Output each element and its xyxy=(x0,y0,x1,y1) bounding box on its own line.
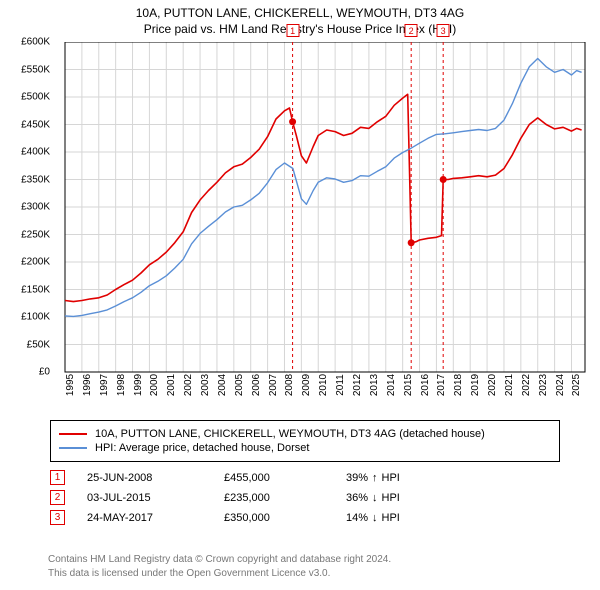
x-tick-label: 2025 xyxy=(571,374,582,396)
up-arrow-icon: ↑ xyxy=(372,472,378,484)
legend-label-hpi: HPI: Average price, detached house, Dors… xyxy=(95,442,309,454)
y-tick-label: £350K xyxy=(2,174,50,185)
x-tick-label: 2000 xyxy=(149,374,160,396)
x-tick-label: 2007 xyxy=(268,374,279,396)
x-tick-label: 2018 xyxy=(453,374,464,396)
x-tick-label: 2014 xyxy=(386,374,397,396)
x-tick-label: 2009 xyxy=(301,374,312,396)
down-arrow-icon: ↓ xyxy=(372,512,378,524)
y-tick-label: £150K xyxy=(2,284,50,295)
x-tick-label: 2005 xyxy=(234,374,245,396)
y-tick-label: £100K xyxy=(2,312,50,323)
x-tick-label: 1997 xyxy=(99,374,110,396)
y-tick-label: £500K xyxy=(2,92,50,103)
event-date-3: 24-MAY-2017 xyxy=(87,512,202,524)
chart-subtitle: Price paid vs. HM Land Registry's House … xyxy=(0,22,600,36)
y-tick-label: £50K xyxy=(2,339,50,350)
y-tick-label: £600K xyxy=(2,37,50,48)
event-price-2: £235,000 xyxy=(224,492,324,504)
y-tick-label: £200K xyxy=(2,257,50,268)
event-suffix-1: HPI xyxy=(382,472,400,484)
event-date-1: 25-JUN-2008 xyxy=(87,472,202,484)
x-tick-label: 1998 xyxy=(116,374,127,396)
event-date-2: 03-JUL-2015 xyxy=(87,492,202,504)
x-tick-label: 2023 xyxy=(538,374,549,396)
x-tick-label: 2022 xyxy=(521,374,532,396)
x-tick-label: 2016 xyxy=(420,374,431,396)
y-tick-label: £550K xyxy=(2,64,50,75)
license-line-1: Contains HM Land Registry data © Crown c… xyxy=(48,553,568,567)
x-tick-label: 2004 xyxy=(217,374,228,396)
event-chart-marker-2: 2 xyxy=(405,24,418,37)
legend-swatch-property xyxy=(59,433,87,435)
event-suffix-3: HPI xyxy=(382,512,400,524)
x-tick-label: 2019 xyxy=(470,374,481,396)
legend-row-property: 10A, PUTTON LANE, CHICKERELL, WEYMOUTH, … xyxy=(59,428,551,440)
x-tick-label: 2008 xyxy=(284,374,295,396)
x-tick-label: 2013 xyxy=(369,374,380,396)
event-delta-val-3: 14% xyxy=(346,512,368,524)
legend-label-property: 10A, PUTTON LANE, CHICKERELL, WEYMOUTH, … xyxy=(95,428,485,440)
event-delta-2: 36% ↓ HPI xyxy=(346,492,400,504)
x-tick-label: 2017 xyxy=(436,374,447,396)
x-tick-label: 2002 xyxy=(183,374,194,396)
event-chart-marker-3: 3 xyxy=(437,24,450,37)
x-axis-labels: 1995199619971998199920002001200220032004… xyxy=(10,385,590,415)
y-tick-label: £250K xyxy=(2,229,50,240)
x-tick-label: 2006 xyxy=(251,374,262,396)
event-marker-3: 3 xyxy=(50,510,65,525)
event-chart-marker-1: 1 xyxy=(286,24,299,37)
chart-area: £0£50K£100K£150K£200K£250K£300K£350K£400… xyxy=(10,42,590,412)
x-tick-label: 2020 xyxy=(487,374,498,396)
x-tick-label: 2011 xyxy=(335,374,346,396)
x-tick-label: 1999 xyxy=(133,374,144,396)
x-tick-label: 2010 xyxy=(318,374,329,396)
license-line-2: This data is licensed under the Open Gov… xyxy=(48,567,568,581)
event-price-1: £455,000 xyxy=(224,472,324,484)
event-row-1: 1 25-JUN-2008 £455,000 39% ↑ HPI xyxy=(50,470,560,485)
event-marker-2: 2 xyxy=(50,490,65,505)
x-tick-label: 2012 xyxy=(352,374,363,396)
legend-row-hpi: HPI: Average price, detached house, Dors… xyxy=(59,442,551,454)
down-arrow-icon: ↓ xyxy=(372,492,378,504)
event-delta-1: 39% ↑ HPI xyxy=(346,472,400,484)
x-tick-label: 2001 xyxy=(166,374,177,396)
event-price-3: £350,000 xyxy=(224,512,324,524)
x-tick-label: 2021 xyxy=(504,374,515,396)
chart-titles: 10A, PUTTON LANE, CHICKERELL, WEYMOUTH, … xyxy=(0,0,600,36)
event-delta-val-1: 39% xyxy=(346,472,368,484)
event-row-3: 3 24-MAY-2017 £350,000 14% ↓ HPI xyxy=(50,510,560,525)
license-text: Contains HM Land Registry data © Crown c… xyxy=(48,553,568,580)
x-tick-label: 1996 xyxy=(82,374,93,396)
x-tick-label: 1995 xyxy=(65,374,76,396)
events-table: 1 25-JUN-2008 £455,000 39% ↑ HPI 2 03-JU… xyxy=(50,465,560,530)
legend: 10A, PUTTON LANE, CHICKERELL, WEYMOUTH, … xyxy=(50,420,560,462)
x-tick-label: 2024 xyxy=(555,374,566,396)
y-tick-label: £0 xyxy=(2,367,50,378)
event-delta-3: 14% ↓ HPI xyxy=(346,512,400,524)
event-suffix-2: HPI xyxy=(382,492,400,504)
y-tick-label: £300K xyxy=(2,202,50,213)
event-marker-1: 1 xyxy=(50,470,65,485)
y-tick-label: £450K xyxy=(2,119,50,130)
chart-title: 10A, PUTTON LANE, CHICKERELL, WEYMOUTH, … xyxy=(0,6,600,20)
chart-svg xyxy=(10,42,590,412)
x-tick-label: 2015 xyxy=(403,374,414,396)
event-row-2: 2 03-JUL-2015 £235,000 36% ↓ HPI xyxy=(50,490,560,505)
y-tick-label: £400K xyxy=(2,147,50,158)
event-delta-val-2: 36% xyxy=(346,492,368,504)
legend-swatch-hpi xyxy=(59,447,87,449)
x-tick-label: 2003 xyxy=(200,374,211,396)
